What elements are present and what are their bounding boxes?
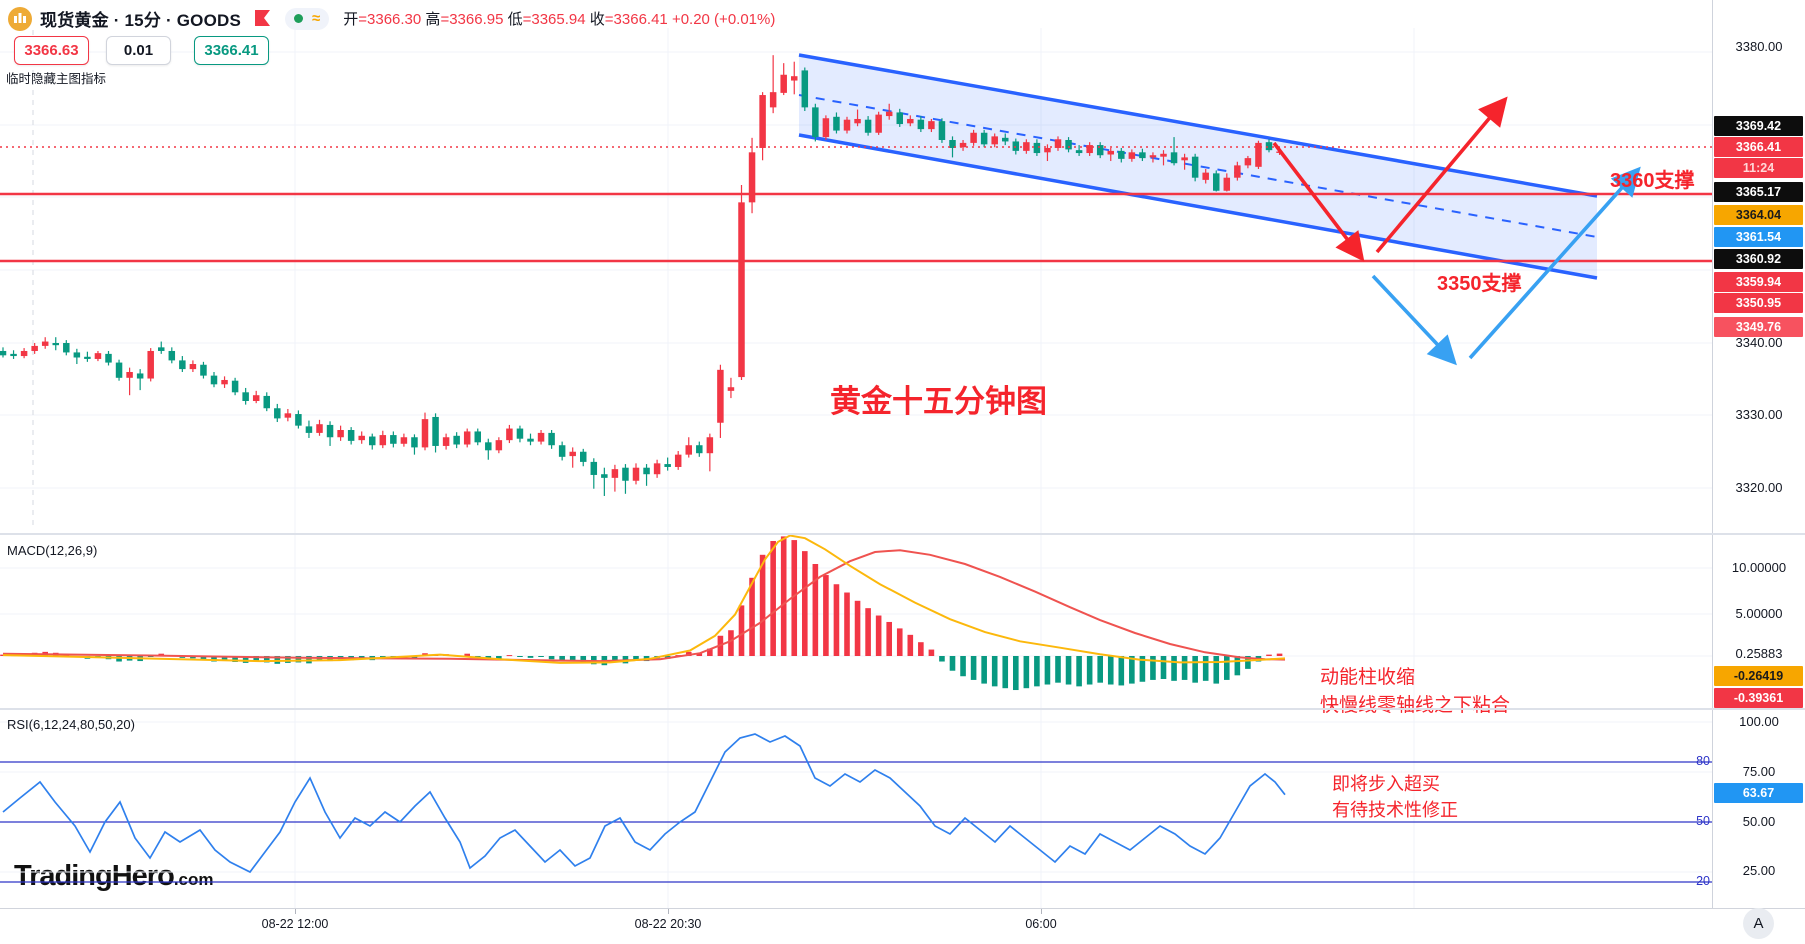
- red-up-arrow[interactable]: [1375, 96, 1508, 254]
- rsi-note-line2[interactable]: 有待技术性修正: [1332, 800, 1458, 820]
- approx-icon: ≈: [312, 10, 321, 27]
- axis-badge-335095: 3350.95: [1714, 293, 1803, 313]
- chart-title-label[interactable]: 黄金十五分钟图: [830, 384, 1047, 419]
- axis-label-5000: 50.00: [1742, 814, 1776, 829]
- macd-dea-line: [2, 549, 1286, 663]
- macd-pane-title[interactable]: MACD(12,26,9): [7, 543, 98, 558]
- axis-label-1000000: 10.00000: [1731, 560, 1787, 575]
- support-3360-label[interactable]: 3360支撑: [1610, 170, 1695, 192]
- watermark-suffix: .com: [173, 870, 214, 889]
- axis-label-332000: 3320.00: [1735, 480, 1783, 495]
- axis-settings-button[interactable]: A: [1743, 908, 1774, 939]
- macd-dif-line: [2, 534, 1286, 664]
- axis-badge-039361: -0.39361: [1714, 688, 1803, 708]
- hide-indicator-hint: 临时隐藏主图指标: [6, 72, 107, 86]
- rsi-level-label-50: 50: [1696, 814, 1710, 828]
- axis-label-333000: 3330.00: [1735, 407, 1783, 422]
- axis-badge-336517: 3365.17: [1714, 182, 1803, 202]
- axis-badge-336942: 3369.42: [1714, 116, 1803, 136]
- time-axis[interactable]: 08-22 12:00 08-22 20:30 06:00: [0, 908, 1805, 944]
- macd-histogram: [0, 536, 1283, 691]
- blue-down-arrow[interactable]: [1371, 274, 1457, 366]
- time-tick: [295, 909, 296, 914]
- buy-price-button[interactable]: 3366.41: [194, 36, 269, 65]
- axis-label-334000: 3340.00: [1735, 335, 1783, 350]
- axis-separator: [1712, 0, 1713, 908]
- sell-price-button[interactable]: 3366.63: [14, 36, 89, 65]
- candlestick-series: [0, 55, 1283, 496]
- time-label-08222030: 08-22 20:30: [634, 917, 702, 931]
- axis-label-10000: 100.00: [1739, 714, 1779, 729]
- market-open-dot-icon: [294, 14, 304, 23]
- axis-badge-336641: 3366.41: [1714, 137, 1803, 157]
- red-down-arrow[interactable]: [1272, 141, 1365, 262]
- axis-label-500000: 5.00000: [1735, 606, 1783, 621]
- axis-label-025883: 0.25883: [1735, 646, 1783, 661]
- watermark-brand: TradingHero: [14, 860, 175, 892]
- axis-badge-336154: 3361.54: [1714, 227, 1803, 247]
- time-label-08221200: 08-22 12:00: [261, 917, 329, 931]
- time-label-0600: 06:00: [1025, 917, 1057, 931]
- chart-header: 现货黄金 · 15分 · GOODS ≈ 开=3366.30 高=3366.95…: [8, 6, 775, 31]
- macd-note-line2[interactable]: 快慢线零轴线之下粘合: [1320, 695, 1511, 716]
- axis-badge-6367: 63.67: [1714, 783, 1803, 803]
- time-tick: [1041, 909, 1042, 914]
- blue-up-arrow[interactable]: [1468, 166, 1641, 360]
- axis-badge-336092: 3360.92: [1714, 249, 1803, 269]
- market-status-pill[interactable]: ≈: [285, 7, 330, 30]
- rsi-level-label-20: 20: [1696, 874, 1710, 888]
- rsi-line: [2, 733, 1286, 874]
- ohlc-readout: 开=3366.30 高=3366.95 低=3365.94 收=3366.41 …: [343, 11, 776, 28]
- axis-label-2500: 25.00: [1742, 863, 1776, 878]
- flag-icon[interactable]: [253, 9, 271, 29]
- support-3350-label[interactable]: 3350支撑: [1437, 273, 1522, 295]
- axis-badge-336404: 3364.04: [1714, 205, 1803, 225]
- axis-badge-334976: 3349.76: [1714, 317, 1803, 337]
- symbol-logo-icon: [8, 6, 32, 31]
- rsi-pane-title[interactable]: RSI(6,12,24,80,50,20): [7, 717, 135, 732]
- macd-note-line1[interactable]: 动能柱收缩: [1320, 667, 1416, 688]
- rsi-note-line1[interactable]: 即将步入超买: [1332, 774, 1440, 794]
- time-tick: [668, 909, 669, 914]
- symbol-title: 现货黄金 · 15分 · GOODS: [40, 11, 242, 30]
- axis-label-338000: 3380.00: [1735, 39, 1783, 54]
- pane-separator-macd[interactable]: [0, 533, 1805, 535]
- axis-badge-1124: 11:24: [1714, 158, 1803, 178]
- change-readout: +0.20 (+0.01%): [671, 11, 776, 28]
- pane-separator-rsi[interactable]: [0, 708, 1805, 710]
- axis-badge-335994: 3359.94: [1714, 272, 1803, 292]
- axis-label-7500: 75.00: [1742, 764, 1776, 779]
- watermark-logo: TradingHero.com: [14, 860, 214, 893]
- axis-badge-026419: -0.26419: [1714, 666, 1803, 686]
- spread-button[interactable]: 0.01: [106, 36, 171, 65]
- rsi-level-label-80: 80: [1696, 754, 1710, 768]
